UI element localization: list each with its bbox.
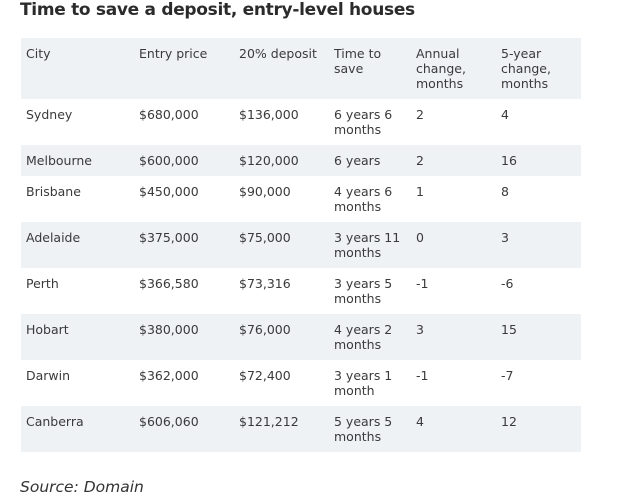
header-city: City (26, 46, 51, 61)
cell-time-to-save: 6 years (334, 153, 381, 168)
cell-deposit: $75,000 (239, 230, 291, 245)
cell-city: Darwin (26, 368, 71, 383)
table-row: Perth $366,580 $73,316 3 years 5 months … (21, 268, 581, 314)
cell-entry-price: $450,000 (139, 184, 199, 199)
cell-five-year-change: -7 (501, 368, 514, 383)
table-row: Melbourne $600,000 $120,000 6 years 2 16 (21, 145, 581, 176)
cell-entry-price: $606,060 (139, 414, 199, 429)
cell-five-year-change: 15 (501, 322, 517, 337)
header-five-year-change: 5-year change, months (501, 46, 551, 91)
cell-annual-change: 2 (416, 153, 424, 168)
table-row: Canberra $606,060 $121,212 5 years 5 mon… (21, 406, 581, 452)
cell-city: Sydney (26, 107, 73, 122)
cell-time-to-save: 3 years 11 months (334, 230, 401, 260)
cell-five-year-change: 12 (501, 414, 517, 429)
cell-city: Canberra (26, 414, 84, 429)
cell-time-to-save: 4 years 2 months (334, 322, 393, 352)
header-time-to-save: Time to save (334, 46, 382, 76)
cell-annual-change: 1 (416, 184, 424, 199)
cell-annual-change: 3 (416, 322, 424, 337)
cell-entry-price: $380,000 (139, 322, 199, 337)
cell-annual-change: -1 (416, 276, 429, 291)
cell-city: Melbourne (26, 153, 92, 168)
cell-annual-change: -1 (416, 368, 429, 383)
cell-entry-price: $375,000 (139, 230, 199, 245)
cell-annual-change: 2 (416, 107, 424, 122)
table-row: Brisbane $450,000 $90,000 4 years 6 mont… (21, 176, 581, 222)
deposit-table: City Entry price 20% deposit Time to sav… (21, 38, 581, 452)
cell-annual-change: 0 (416, 230, 424, 245)
table-title: Time to save a deposit, entry-level hous… (20, 0, 415, 20)
cell-deposit: $121,212 (239, 414, 299, 429)
table-row: Hobart $380,000 $76,000 4 years 2 months… (21, 314, 581, 360)
cell-five-year-change: 16 (501, 153, 517, 168)
cell-five-year-change: 3 (501, 230, 509, 245)
cell-deposit: $73,316 (239, 276, 291, 291)
cell-annual-change: 4 (416, 414, 424, 429)
cell-entry-price: $600,000 (139, 153, 199, 168)
source-note: Source: Domain (20, 478, 144, 496)
cell-city: Brisbane (26, 184, 81, 199)
cell-deposit: $76,000 (239, 322, 291, 337)
cell-entry-price: $680,000 (139, 107, 199, 122)
cell-city: Adelaide (26, 230, 81, 245)
header-entry-price: Entry price (139, 46, 208, 61)
cell-time-to-save: 5 years 5 months (334, 414, 393, 444)
cell-time-to-save: 4 years 6 months (334, 184, 393, 214)
cell-five-year-change: -6 (501, 276, 514, 291)
header-deposit: 20% deposit (239, 46, 317, 61)
cell-deposit: $136,000 (239, 107, 299, 122)
table-header-row: City Entry price 20% deposit Time to sav… (21, 38, 581, 99)
cell-entry-price: $366,580 (139, 276, 199, 291)
cell-entry-price: $362,000 (139, 368, 199, 383)
cell-city: Hobart (26, 322, 69, 337)
cell-time-to-save: 6 years 6 months (334, 107, 393, 137)
cell-deposit: $72,400 (239, 368, 291, 383)
cell-city: Perth (26, 276, 59, 291)
table-row: Adelaide $375,000 $75,000 3 years 11 mon… (21, 222, 581, 268)
table-row: Sydney $680,000 $136,000 6 years 6 month… (21, 99, 581, 145)
cell-time-to-save: 3 years 1 month (334, 368, 393, 398)
cell-time-to-save: 3 years 5 months (334, 276, 393, 306)
cell-deposit: $90,000 (239, 184, 291, 199)
table-row: Darwin $362,000 $72,400 3 years 1 month … (21, 360, 581, 406)
cell-deposit: $120,000 (239, 153, 299, 168)
cell-five-year-change: 4 (501, 107, 509, 122)
cell-five-year-change: 8 (501, 184, 509, 199)
header-annual-change: Annual change, months (416, 46, 466, 91)
